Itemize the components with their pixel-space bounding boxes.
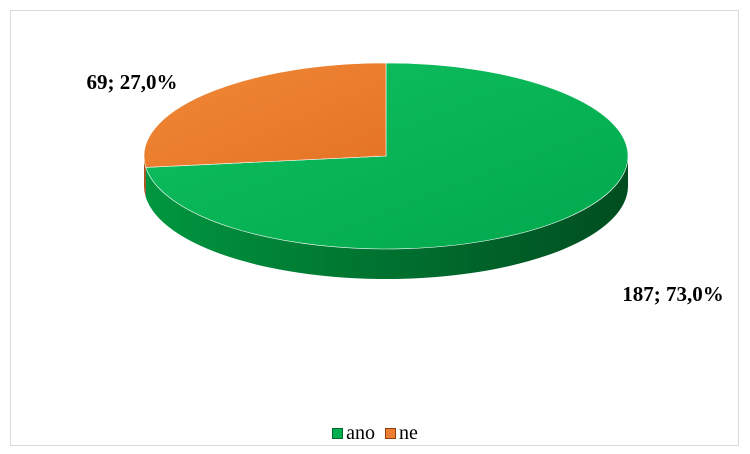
legend-swatch-ne — [385, 427, 396, 439]
legend-item-ne: ne — [385, 422, 418, 445]
legend-swatch-ano — [332, 427, 344, 439]
data-label-ano: 187; 73,0% — [622, 282, 724, 306]
pie-slice-ne — [143, 62, 387, 168]
legend-label-ano: ano — [346, 421, 375, 444]
legend-label-ne: ne — [399, 421, 418, 444]
pie-slice-ano — [145, 62, 629, 250]
legend-item-ano: ano — [332, 422, 375, 445]
legend: ano ne — [0, 420, 750, 446]
data-label-ne: 69; 27,0% — [87, 70, 178, 94]
pie-slice-side-ano — [145, 156, 628, 280]
